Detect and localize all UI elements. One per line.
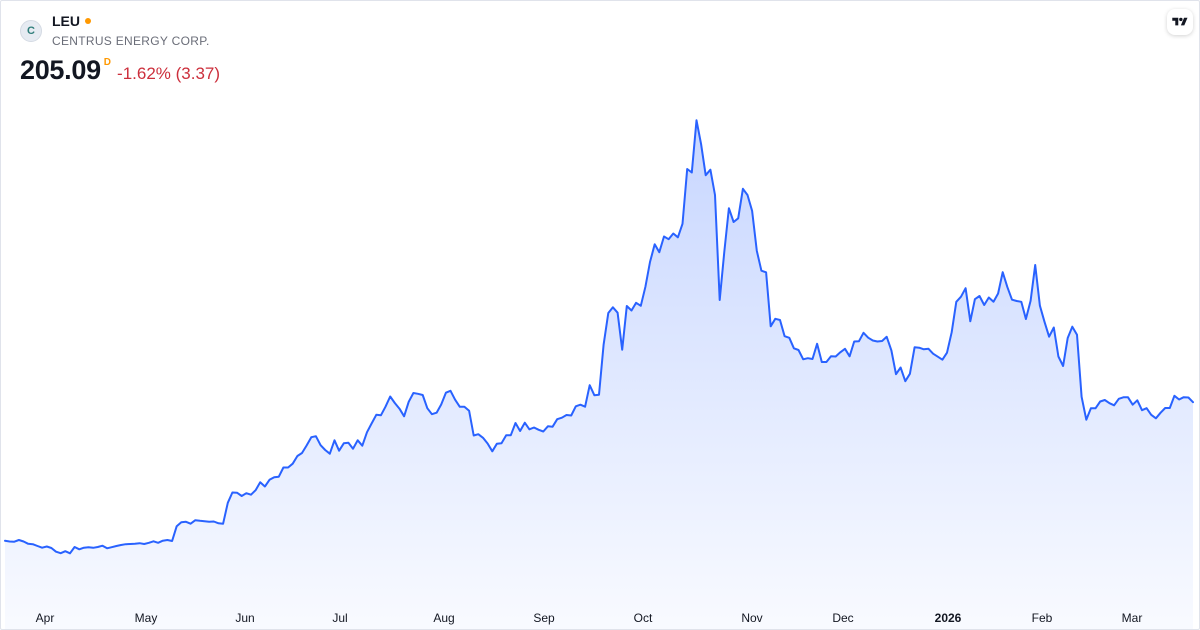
price-interval-badge: D: [103, 57, 112, 68]
x-tick-label: Jun: [235, 611, 254, 625]
x-tick-label: Feb: [1032, 611, 1053, 625]
price-line[interactable]: [4, 119, 1194, 555]
company-name: CENTRUS ENERGY CORP.: [52, 34, 210, 48]
x-tick-label: May: [135, 611, 158, 625]
price-change: -1.62% (3.37): [117, 64, 221, 83]
market-status-dot-icon: [85, 18, 91, 24]
last-price: 205.09: [20, 55, 101, 85]
x-tick-label: Jul: [332, 611, 347, 625]
tradingview-logo-icon[interactable]: [1167, 9, 1193, 35]
x-tick-label: Mar: [1122, 611, 1143, 625]
company-logo[interactable]: C: [20, 20, 42, 42]
x-tick-label: Nov: [741, 611, 762, 625]
ticker-row: LEU: [52, 13, 91, 31]
x-tick-label: Dec: [832, 611, 853, 625]
x-tick-label: Aug: [433, 611, 454, 625]
ticker-symbol[interactable]: LEU: [52, 13, 80, 29]
price-row: 205.09 D -1.62% (3.37): [20, 55, 220, 86]
x-tick-label: Apr: [36, 611, 55, 625]
x-tick-label: 2026: [935, 611, 962, 625]
x-tick-label: Oct: [634, 611, 653, 625]
x-axis: Apr May Jun Jul Aug Sep Oct Nov Dec 2026 Feb Mar: [36, 611, 1143, 625]
price-area-fill: [5, 120, 1193, 629]
x-tick-label: Sep: [533, 611, 555, 625]
